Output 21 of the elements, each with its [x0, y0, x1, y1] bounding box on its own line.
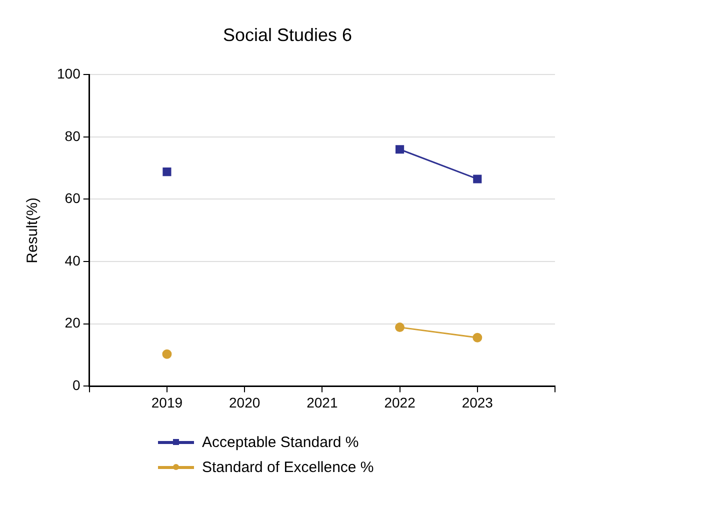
x-tick-label: 2022	[384, 394, 416, 410]
x-tick-label: 2023	[462, 394, 494, 410]
point	[395, 322, 405, 332]
y-tick-label: 0	[72, 377, 81, 394]
y-tick-label: 20	[64, 314, 81, 331]
y-axis-title: Result(%)	[24, 197, 42, 264]
legend-label: Standard of Excellence %	[202, 459, 374, 476]
point	[473, 174, 482, 184]
x-tick-label: 2020	[228, 394, 260, 410]
x-tick-label: 2021	[306, 394, 338, 410]
point	[396, 145, 404, 154]
y-tick-label: 40	[64, 252, 81, 268]
point	[162, 349, 172, 359]
point	[472, 332, 482, 342]
x-tick-label: 2019	[151, 394, 183, 410]
y-tick-label: 100	[57, 65, 81, 82]
y-tick-label: 60	[64, 190, 81, 206]
y-tick-label: 80	[64, 128, 81, 144]
chart-title: Social Studies 6	[222, 24, 352, 45]
point	[162, 168, 172, 176]
legend-label: Acceptable Standard %	[202, 434, 359, 451]
